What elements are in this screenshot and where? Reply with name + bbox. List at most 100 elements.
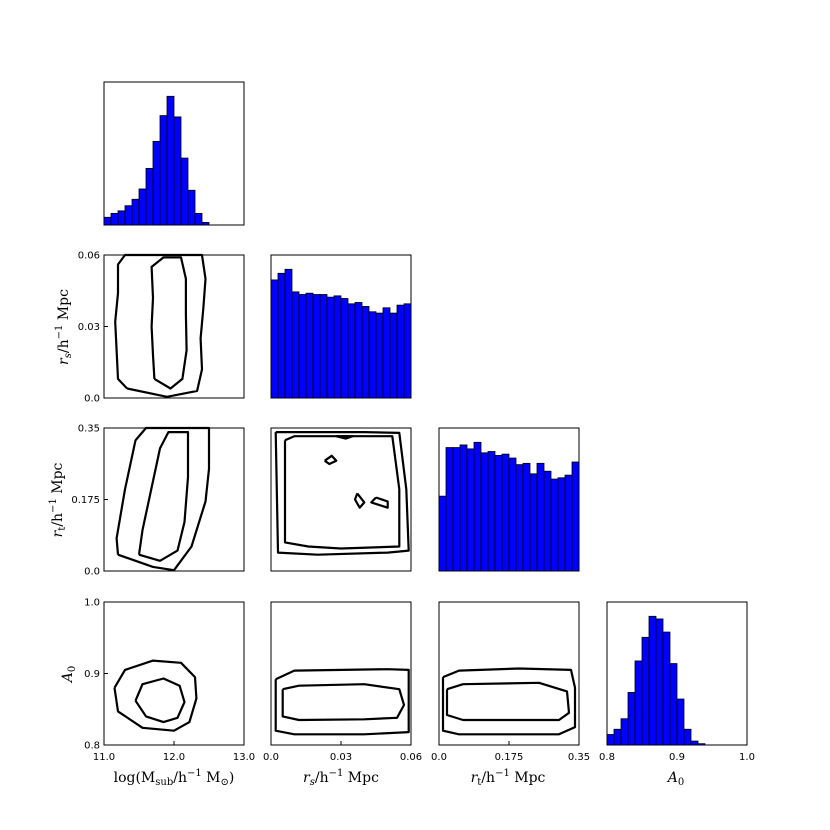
hist-bar-rs-14 [368, 311, 377, 399]
panel-logM-vs-rt [103, 427, 245, 572]
ylabel-rt: rt/h−1 Mpc [48, 462, 68, 537]
hist-bar-rs-7 [319, 294, 328, 399]
hist-bar-rs-19 [403, 303, 412, 399]
hist-bar-rt-11 [515, 464, 524, 572]
xtick-A0-0: 0.8 [599, 752, 615, 763]
hist-bar-rs-12 [354, 302, 363, 399]
hist-bar-rs-3 [291, 291, 300, 399]
hist-bar-rt-12 [522, 462, 531, 572]
hist-bar-logM-11 [180, 157, 189, 226]
hist-bar-A0-13 [697, 743, 706, 746]
hist-bar-rs-10 [340, 298, 349, 399]
xtick-rs-0: 0.0 [263, 752, 279, 763]
hist-bar-rs-16 [382, 307, 391, 399]
hist-bar-logM-4 [131, 198, 140, 226]
hist-bar-A0-6 [648, 615, 657, 746]
hist-bar-logM-5 [138, 188, 147, 226]
ytick-rt-2: 0.35 [78, 424, 100, 435]
hist-bar-rs-5 [305, 292, 314, 399]
hist-bar-rs-1 [277, 272, 286, 399]
ylabel-rs: rs/h−1 Mpc [54, 289, 74, 365]
hist-bar-rs-18 [396, 304, 405, 399]
ytick-rs-1: 0.03 [78, 322, 100, 333]
hist-bar-A0-5 [641, 636, 650, 746]
hist-bar-A0-11 [683, 728, 692, 746]
xtick-rs-2: 0.06 [400, 752, 422, 763]
hist-bar-rs-4 [298, 294, 307, 399]
hist-bar-rt-15 [543, 470, 552, 572]
hist-bar-rs-17 [389, 312, 398, 399]
xlabel-rt: rt/h−1 Mpc [471, 768, 546, 788]
hist-bar-logM-6 [145, 167, 154, 226]
hist-bar-rs-9 [333, 295, 342, 399]
xtick-logM-1: 12.0 [163, 752, 185, 763]
hist-bar-logM-10 [173, 116, 182, 226]
hist-bar-A0-10 [676, 698, 685, 746]
hist-bar-rt-17 [557, 477, 566, 572]
xtick-logM-2: 13.0 [233, 752, 255, 763]
hist-bar-rt-13 [529, 473, 538, 572]
hist-bar-logM-8 [159, 115, 168, 226]
contour-rs-vs-rt-3 [324, 454, 338, 466]
contour-logM-vs-rs-1 [150, 256, 188, 390]
hist-bar-rt-8 [494, 455, 503, 572]
hist-bar-rs-2 [284, 268, 293, 399]
contour-logM-vs-A0-1 [134, 677, 186, 724]
ytick-A0-1: 0.9 [84, 669, 100, 680]
contour-rt-vs-A0-0 [441, 667, 577, 736]
hist-bar-rs-0 [270, 279, 279, 399]
hist-bar-rs-8 [326, 296, 335, 399]
panel-rs-vs-A0 [270, 601, 412, 746]
xlabel-A0: A0 [666, 770, 685, 788]
hist-bar-A0-8 [662, 631, 671, 746]
hist-bar-rt-10 [508, 457, 517, 572]
hist-bar-rt-14 [536, 462, 545, 572]
xtick-rt-0: 0.0 [431, 752, 447, 763]
panel-rs-vs-rt [270, 427, 412, 572]
xtick-rt-2: 0.35 [568, 752, 590, 763]
hist-bar-logM-3 [124, 205, 133, 226]
ylabel-A0: A0 [60, 666, 78, 685]
xtick-A0-1: 0.9 [669, 752, 685, 763]
hist-bar-rt-0 [438, 495, 447, 572]
ytick-rt-0: 0.0 [84, 567, 100, 578]
hist-bar-rt-5 [473, 441, 482, 572]
xtick-rt-1: 0.175 [495, 752, 524, 763]
xlabel-logM: log(Msub/h−1 M⊙) [114, 768, 235, 788]
hist-bar-A0-7 [655, 618, 664, 746]
hist-bar-logM-13 [194, 213, 203, 226]
contour-rs-vs-rt-5 [370, 496, 389, 509]
ytick-A0-0: 0.8 [84, 741, 100, 752]
hist-bar-A0-3 [627, 692, 636, 746]
contour-logM-vs-rs-0 [114, 253, 207, 398]
hist-bar-rt-1 [445, 447, 454, 572]
hist-bar-rt-6 [480, 452, 489, 572]
hist-bar-A0-4 [634, 660, 643, 746]
xlabel-rs: rs/h−1 Mpc [303, 768, 379, 788]
ytick-rs-2: 0.06 [78, 251, 100, 262]
panel-logM-vs-A0 [103, 601, 245, 746]
xtick-logM-0: 11.0 [93, 752, 115, 763]
hist-bar-logM-0 [103, 216, 112, 226]
panel-rt-vs-A0 [438, 601, 580, 746]
hist-bar-A0-2 [620, 718, 629, 746]
contour-rt-vs-A0-1 [445, 681, 571, 722]
hist-bar-rt-2 [452, 447, 461, 572]
contour-rs-vs-A0-1 [281, 683, 406, 722]
hist-bar-rt-9 [501, 453, 510, 572]
contour-logM-vs-rt-1 [137, 431, 190, 562]
contour-rs-vs-A0-0 [274, 668, 410, 736]
hist-bar-rt-4 [466, 448, 475, 572]
hist-bar-rt-18 [564, 474, 573, 572]
contour-rs-vs-rt-4 [353, 492, 366, 509]
hist-bar-rt-3 [459, 444, 468, 572]
xtick-rs-1: 0.03 [330, 752, 352, 763]
ytick-rs-0: 0.0 [84, 394, 100, 405]
hist-bar-A0-9 [669, 663, 678, 746]
ytick-A0-2: 1.0 [84, 598, 100, 609]
hist-bar-logM-1 [110, 213, 119, 226]
panel-logM-vs-rs [103, 254, 245, 399]
hist-bar-rs-6 [312, 294, 321, 399]
hist-bar-logM-2 [117, 210, 126, 226]
